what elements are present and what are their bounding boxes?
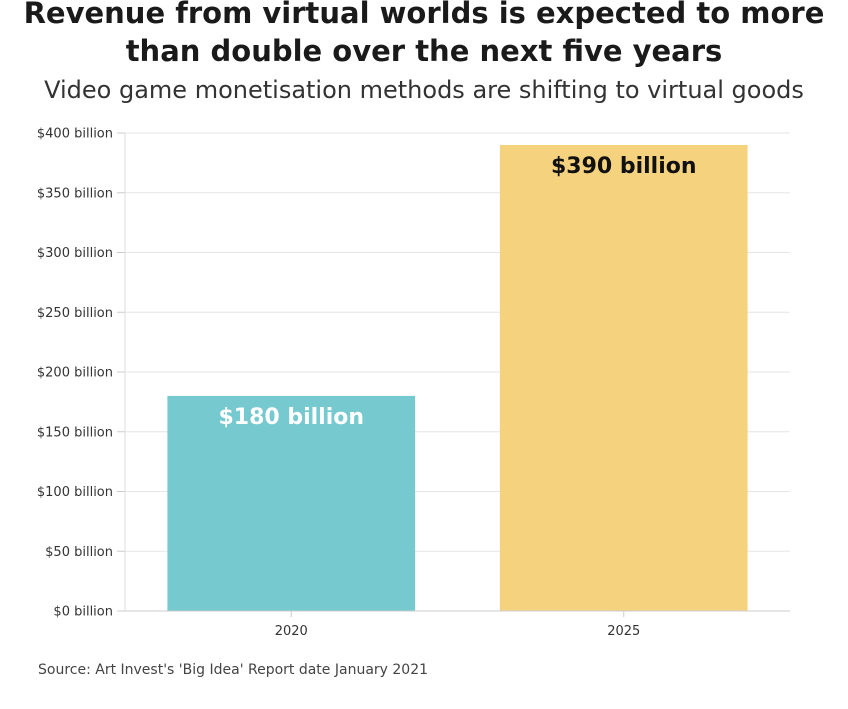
bars: [167, 144, 748, 611]
y-tick-label: $400 billion: [37, 127, 113, 142]
y-tick-label: $350 billion: [37, 186, 113, 201]
bar-2020: [167, 395, 416, 611]
y-tick-label: $300 billion: [37, 246, 113, 261]
y-tick-label: $200 billion: [37, 366, 113, 381]
data-label: $390 billion: [551, 154, 697, 179]
data-label: $180 billion: [218, 405, 364, 430]
source-note: Source: Art Invest's 'Big Idea' Report d…: [38, 662, 429, 678]
y-tick-label: $250 billion: [37, 306, 113, 321]
x-tick-label: 2025: [607, 624, 640, 639]
chart-title: Revenue from virtual worlds is expected …: [23, 0, 825, 68]
y-axis-ticks: $0 billion $50 billion $100 billion $150 bi…: [37, 127, 126, 620]
x-axis-ticks: 2020 2025: [125, 610, 790, 639]
chart-subtitle: Video game monetisation methods are shif…: [44, 76, 804, 104]
y-tick-label: $150 billion: [37, 425, 113, 440]
y-tick-label: $50 billion: [45, 545, 113, 560]
y-tick-label: $100 billion: [37, 485, 113, 500]
bar-2025: [499, 144, 748, 611]
y-tick-label: $0 billion: [53, 605, 113, 620]
data-labels: $180 billion $390 billion: [218, 154, 696, 430]
x-tick-label: 2020: [275, 624, 308, 639]
